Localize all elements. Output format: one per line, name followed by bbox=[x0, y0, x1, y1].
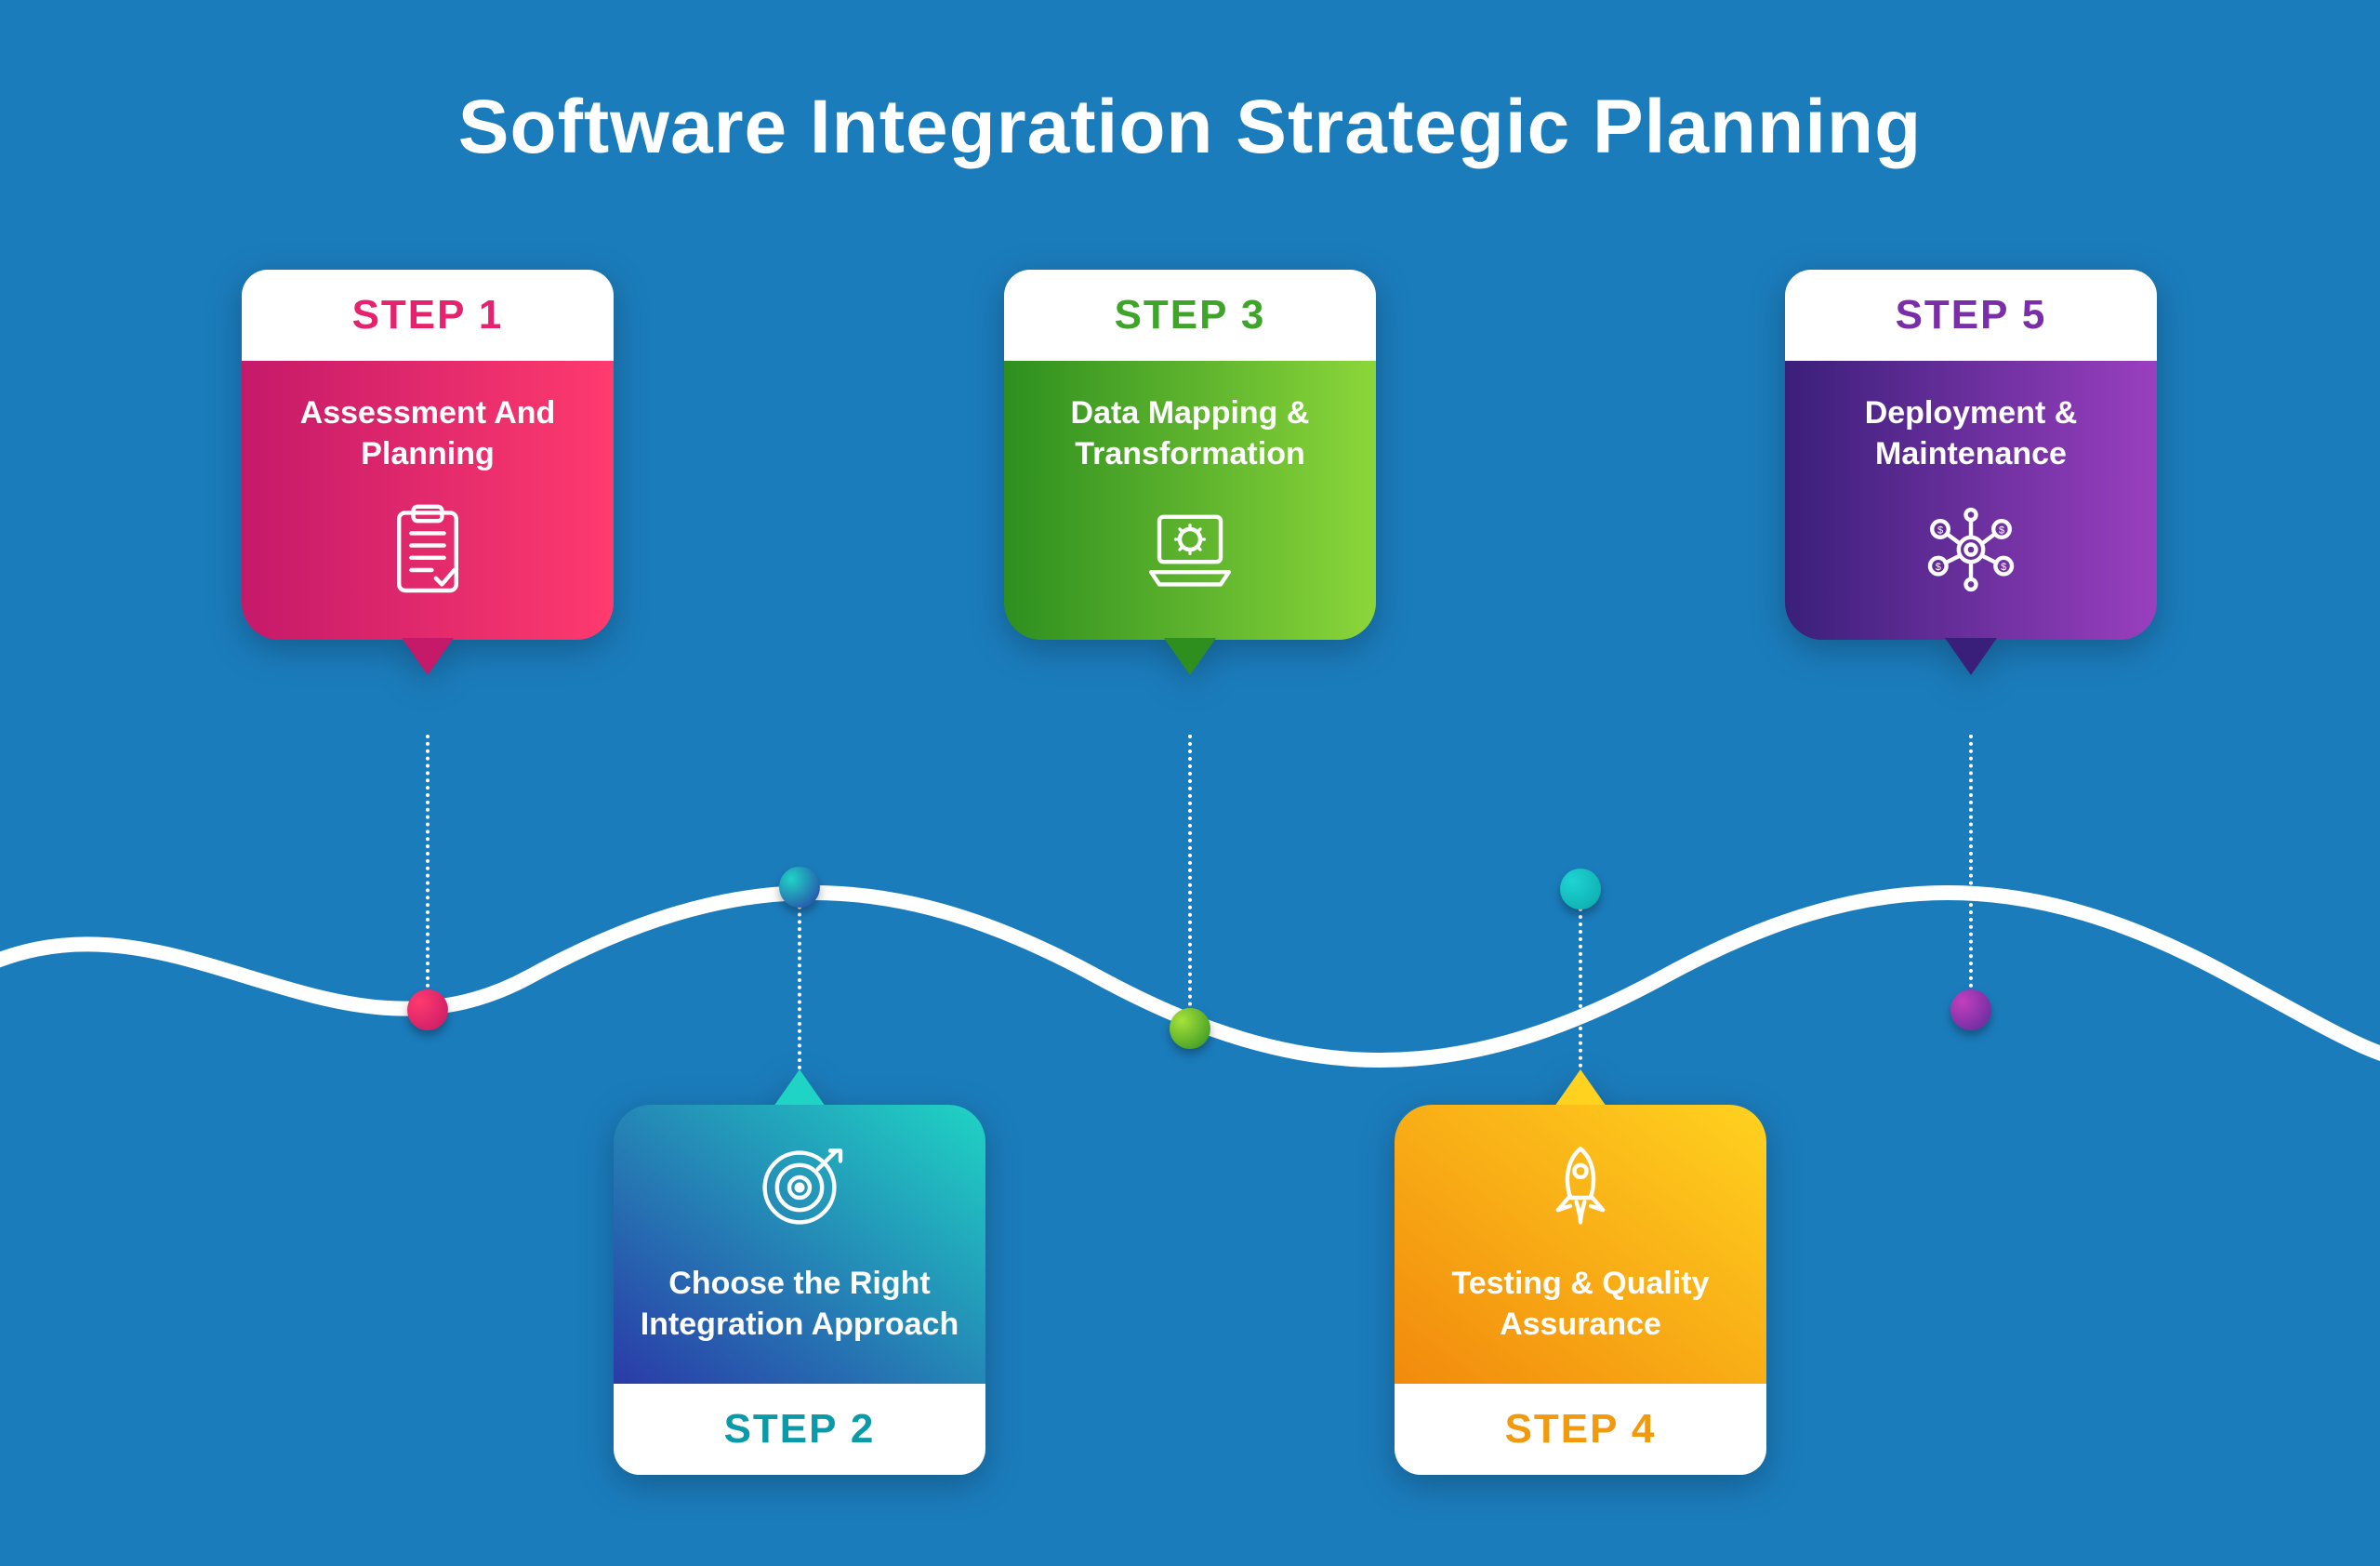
step-description: Assessment And Planning bbox=[268, 392, 588, 474]
svg-text:$: $ bbox=[1999, 525, 2004, 537]
laptop-gear-icon bbox=[1139, 498, 1241, 601]
timeline-node bbox=[1560, 869, 1601, 909]
step-description: Deployment & Maintenance bbox=[1811, 392, 2131, 474]
svg-text:$: $ bbox=[1936, 562, 1941, 573]
step-description: Choose the Right Integration Approach bbox=[640, 1263, 959, 1345]
step-header: STEP 5 bbox=[1785, 270, 2157, 361]
step-body: Choose the Right Integration Approach bbox=[614, 1105, 985, 1384]
card-arrow bbox=[1164, 638, 1216, 675]
step-body: Deployment & Maintenance $ $ $ $ bbox=[1785, 361, 2157, 640]
step-card-2: Choose the Right Integration Approach STE… bbox=[614, 1069, 985, 1475]
card-arrow bbox=[402, 638, 454, 675]
svg-text:$: $ bbox=[2001, 562, 2006, 573]
connector-line bbox=[1969, 735, 1973, 995]
step-body: Testing & Quality Assurance bbox=[1395, 1105, 1766, 1384]
step-description: Testing & Quality Assurance bbox=[1421, 1263, 1740, 1345]
card-arrow bbox=[1945, 638, 1997, 675]
step-header: STEP 4 bbox=[1395, 1384, 1766, 1475]
svg-text:$: $ bbox=[1937, 525, 1943, 537]
card-arrow bbox=[1554, 1069, 1606, 1107]
connector-line bbox=[798, 891, 801, 1077]
clipboard-icon bbox=[377, 498, 479, 601]
step-description: Data Mapping & Transformation bbox=[1030, 392, 1350, 474]
network-coins-icon: $ $ $ $ bbox=[1920, 498, 2022, 601]
step-card-1: STEP 1 Assessment And Planning bbox=[242, 270, 614, 675]
step-header: STEP 2 bbox=[614, 1384, 985, 1475]
timeline-node bbox=[1170, 1008, 1210, 1049]
connector-line bbox=[426, 735, 430, 995]
page-title: Software Integration Strategic Planning bbox=[0, 84, 2380, 171]
step-card-3: STEP 3 Data Mapping & Transformation bbox=[1004, 270, 1376, 675]
step-body: Assessment And Planning bbox=[242, 361, 614, 640]
timeline-node bbox=[407, 989, 448, 1030]
step-header: STEP 1 bbox=[242, 270, 614, 361]
connector-line bbox=[1579, 893, 1582, 1075]
rocket-icon bbox=[1529, 1136, 1632, 1239]
infographic-canvas: Software Integration Strategic Planning … bbox=[0, 0, 2380, 1566]
timeline-node bbox=[1950, 989, 1991, 1030]
card-arrow bbox=[774, 1069, 826, 1107]
target-icon bbox=[748, 1136, 851, 1239]
step-card-5: STEP 5 Deployment & Maintenance $ $ $ $ bbox=[1785, 270, 2157, 675]
step-header: STEP 3 bbox=[1004, 270, 1376, 361]
step-body: Data Mapping & Transformation bbox=[1004, 361, 1376, 640]
timeline-node bbox=[779, 867, 820, 908]
step-card-4: Testing & Quality Assurance STEP 4 bbox=[1395, 1069, 1766, 1475]
connector-line bbox=[1188, 735, 1192, 1014]
